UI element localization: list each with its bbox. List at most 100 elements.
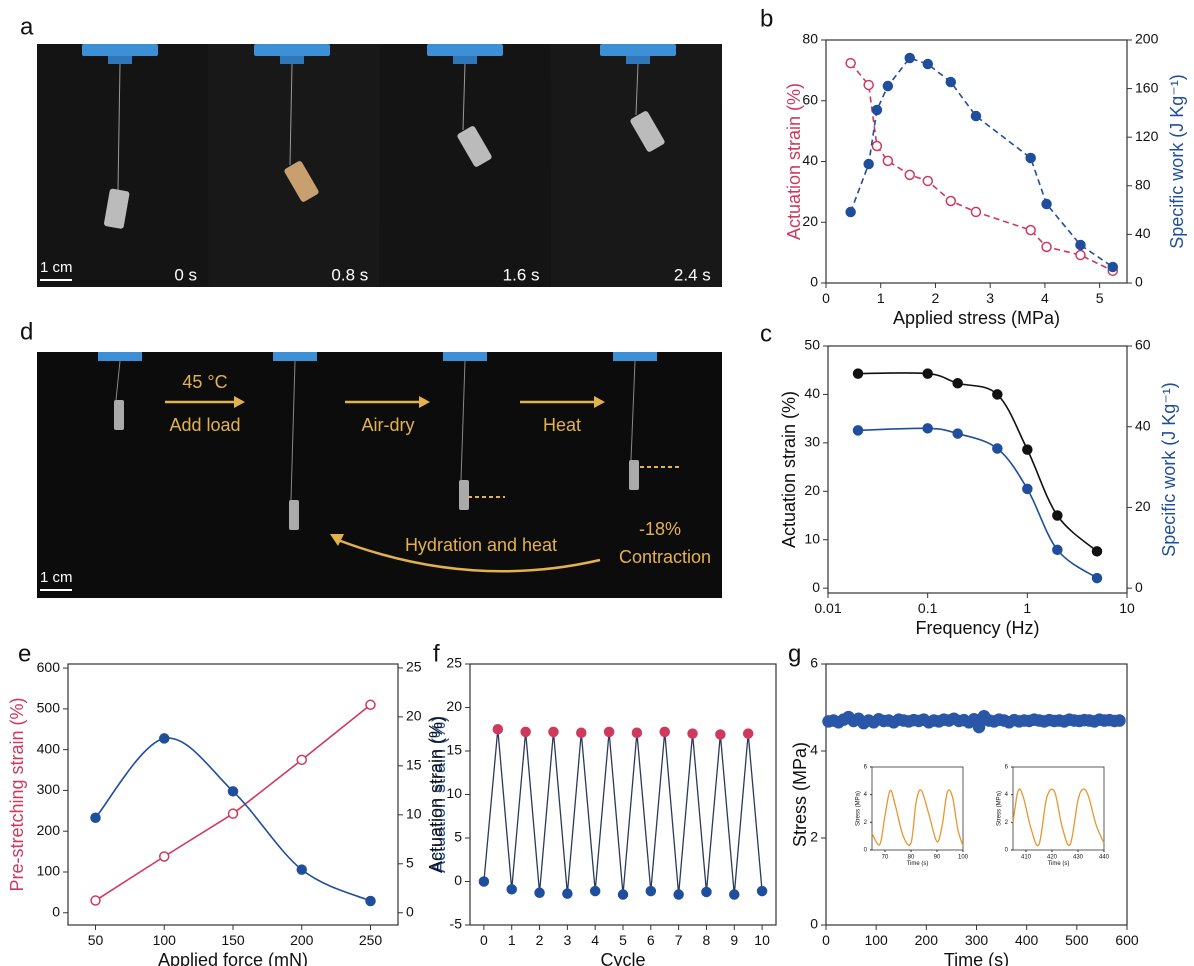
y2-tick-label: 0	[1135, 274, 1143, 290]
panel-label: e	[18, 640, 31, 667]
y-tick-label: 6	[864, 765, 868, 771]
y-tick-label: 0	[810, 274, 818, 290]
data-point	[645, 885, 657, 897]
data-point	[631, 727, 643, 738]
clamp	[443, 352, 487, 361]
data-point	[673, 889, 684, 900]
data-point	[852, 425, 864, 436]
data-point	[863, 158, 874, 170]
y-tick-label: 300	[37, 781, 61, 797]
data-point	[159, 851, 170, 862]
y-tick-label: 5	[454, 829, 462, 845]
data-point	[687, 728, 698, 739]
arrow-head	[419, 396, 430, 408]
y-axis-label: Pre-stretching strain (%)	[7, 697, 27, 891]
data-point	[227, 786, 239, 797]
y-tick-label: 20	[446, 698, 462, 714]
data-line	[849, 57, 1114, 268]
y-axis-label: Actuation strain (%)	[784, 83, 804, 240]
y2-tick-label: 60	[1135, 337, 1151, 353]
x-tick-label: 250	[359, 932, 383, 948]
y-tick-label: 6	[1005, 765, 1009, 771]
data-point	[1022, 444, 1033, 455]
clamp	[613, 352, 657, 361]
return-arrow	[337, 538, 601, 573]
y-axis-label: Stress (MPa)	[856, 791, 862, 826]
y-tick-label: 50	[804, 337, 820, 353]
data-point	[589, 885, 601, 897]
data-point	[492, 724, 504, 735]
x-tick-label: 1	[1023, 600, 1031, 616]
data-point	[845, 57, 856, 69]
data-point	[1113, 714, 1126, 727]
clamp	[82, 44, 158, 56]
x-tick-label: 2	[536, 932, 544, 948]
annotation: 45 °C	[182, 372, 227, 392]
data-point	[922, 58, 934, 70]
fiber	[630, 360, 636, 461]
y-tick-label: 30	[804, 434, 820, 450]
x-axis-label: Frequency (Hz)	[915, 618, 1039, 638]
x-tick-label: 70	[882, 854, 889, 860]
data-point	[729, 889, 740, 900]
scale-bar-label: 1 cm	[40, 259, 73, 276]
clamp	[273, 352, 317, 361]
y-tick-label: 400	[37, 740, 61, 756]
annotation: Air-dry	[362, 415, 415, 435]
y2-tick-label: 5	[406, 854, 414, 870]
annotation: Heat	[543, 415, 581, 435]
annotation: -18%	[639, 519, 681, 539]
data-point	[845, 206, 856, 218]
x-tick-label: 200	[290, 932, 314, 948]
y-tick-label: 0	[864, 848, 868, 854]
panel-label: f	[433, 640, 440, 667]
clamp	[280, 56, 304, 64]
data-point	[659, 726, 670, 738]
y2-tick-label: 40	[1135, 417, 1151, 433]
y-tick-label: 4	[1005, 792, 1009, 798]
y-tick-label: 100	[37, 863, 61, 879]
fiber	[289, 63, 293, 166]
fiber	[460, 360, 466, 481]
y-tick-label: 4	[864, 792, 868, 798]
x-tick-label: 440	[1099, 854, 1110, 860]
data-point	[90, 812, 101, 824]
x-tick-label: 4	[591, 932, 599, 948]
y2-tick-label: 10	[406, 806, 422, 822]
x-tick-label: 600	[1115, 932, 1139, 948]
data-point	[617, 889, 629, 900]
x-tick-label: 500	[1065, 932, 1089, 948]
arrow-head	[594, 396, 605, 408]
annotation: Add load	[169, 415, 240, 435]
y-tick-label: -5	[450, 916, 463, 932]
data-point	[945, 195, 957, 207]
y-tick-label: 4	[810, 742, 818, 758]
data-point	[1107, 261, 1119, 273]
data-point	[952, 428, 963, 439]
y2-tick-label: 120	[1135, 128, 1159, 144]
data-point	[1041, 198, 1052, 210]
x-tick-label: 10	[1119, 600, 1135, 616]
data-point	[701, 886, 712, 898]
panel-label: g	[788, 640, 801, 667]
x-axis-label: Applied stress (MPa)	[893, 308, 1060, 328]
weight	[457, 126, 492, 167]
data-point	[715, 729, 726, 740]
data-line	[1012, 788, 1105, 847]
data-point	[534, 887, 545, 899]
y2-axis-label: Actuation strain (%)	[429, 716, 449, 873]
y2-tick-label: 20	[406, 708, 422, 724]
panel-label: b	[760, 5, 773, 32]
y-tick-label: 25	[446, 655, 462, 671]
time-label: 0 s	[174, 265, 197, 284]
data-point	[952, 378, 963, 389]
y-tick-label: 40	[802, 152, 818, 168]
x-tick-label: 90	[934, 854, 941, 860]
x-axis-label: Cycle	[600, 950, 645, 966]
data-point	[159, 733, 170, 744]
data-point	[871, 140, 883, 152]
x-tick-label: 10	[754, 932, 770, 948]
weight	[459, 480, 469, 510]
x-axis-label: Time (s)	[907, 861, 929, 867]
y2-tick-label: 40	[1135, 225, 1151, 241]
